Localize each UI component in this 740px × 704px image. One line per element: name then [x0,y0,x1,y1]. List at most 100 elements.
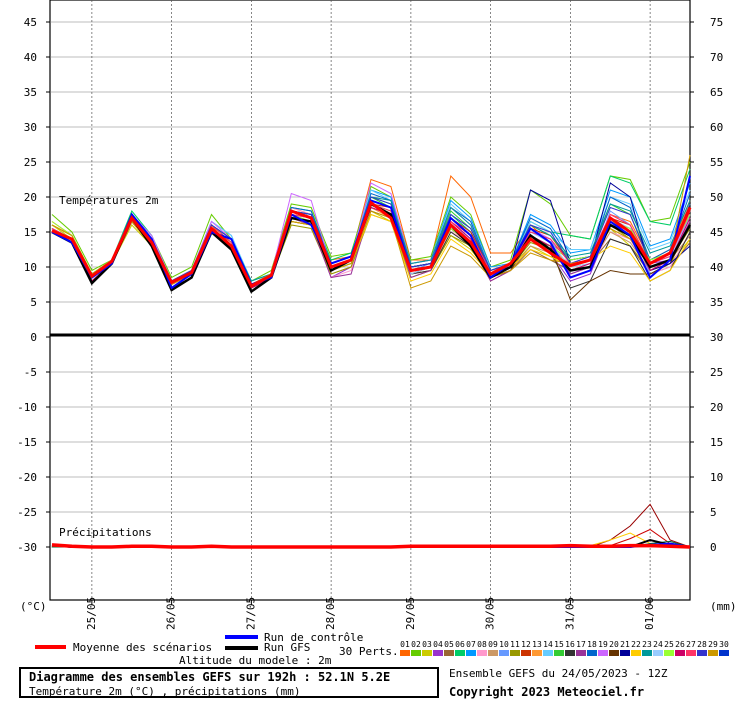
legend-pert-swatch [631,650,641,656]
legend-pert-number: 30 [719,640,729,649]
x-tick-label: 26/05 [165,597,178,630]
left-tick-label: 0 [30,331,37,344]
legend-pert-swatch [664,650,674,656]
legend-pert-swatch [510,650,520,656]
left-tick-label: 25 [24,156,37,169]
legend-pert-swatch [719,650,729,656]
title-box: Diagramme des ensembles GEFS sur 192h : … [19,667,439,698]
legend-pert-number: 27 [686,640,696,649]
legend-pert-swatch [708,650,718,656]
right-tick-label: 60 [710,121,723,134]
legend-pert-swatch [653,650,663,656]
legend-pert-swatch [499,650,509,656]
x-tick-label: 25/05 [85,597,98,630]
legend-pert-swatch [411,650,421,656]
legend-pert-number: 21 [620,640,630,649]
right-tick-label: 45 [710,226,723,239]
legend-pert-number: 16 [565,640,575,649]
left-tick-label: -20 [17,471,37,484]
legend-pert-number: 07 [466,640,476,649]
legend-pert-number: 14 [543,640,553,649]
legend-pert-number: 19 [598,640,608,649]
legend-pert-swatch [422,650,432,656]
left-unit-label: (°C) [20,600,47,613]
legend-pert-number: 08 [477,640,487,649]
legend-pert-number: 25 [664,640,674,649]
legend-pert-number: 15 [554,640,564,649]
legend-pert-swatch [609,650,619,656]
left-tick-label: 35 [24,86,37,99]
legend-pert-swatch [488,650,498,656]
legend-control-label: Run de contrôle [264,631,363,644]
legend-pert-swatch [697,650,707,656]
plot-frame [49,0,691,601]
x-tick-label: 28/05 [324,597,337,630]
legend-pert-swatch [686,650,696,656]
left-tick-label: 40 [24,51,37,64]
legend-pert-number: 04 [433,640,443,649]
right-tick-label: 50 [710,191,723,204]
legend-pert-swatch [532,650,542,656]
precipitation-panel-label: Précipitations [59,526,152,539]
left-tick-label: 20 [24,191,37,204]
temperature-mean-line [51,200,692,288]
x-tick-label: 29/05 [404,597,417,630]
right-tick-label: 40 [710,261,723,274]
legend-perts-label: 30 Perts. [339,645,399,658]
precipitation-mean-line [51,543,691,549]
legend-pert-number: 24 [653,640,663,649]
legend-pert-swatch [444,650,454,656]
right-tick-label: 35 [710,296,723,309]
legend-pert-swatch [587,650,597,656]
left-tick-label: -5 [24,366,37,379]
left-tick-label: 5 [30,296,37,309]
legend-gfs-label: Run GFS [264,641,310,654]
right-tick-label: 5 [710,506,717,519]
left-tick-label: 10 [24,261,37,274]
left-tick-label: 15 [24,226,37,239]
legend-pert-number: 23 [642,640,652,649]
left-tick-label: -25 [17,506,37,519]
right-tick-label: 15 [710,436,723,449]
right-tick-label: 0 [710,541,717,554]
legend-pert-swatch [521,650,531,656]
right-tick-label: 70 [710,51,723,64]
legend-pert-number: 12 [521,640,531,649]
right-tick-label: 30 [710,331,723,344]
legend-pert-number: 13 [532,640,542,649]
temperature-panel-label: Températures 2m [59,194,159,207]
legend-pert-number: 29 [708,640,718,649]
left-tick-label: -15 [17,436,37,449]
legend-pert-swatch [400,650,410,656]
legend-pert-number: 01 [400,640,410,649]
legend-pert-swatch [642,650,652,656]
legend-pert-number: 18 [587,640,597,649]
left-tick-label: 45 [24,16,37,29]
chart-title: Diagramme des ensembles GEFS sur 192h : … [29,670,391,684]
right-tick-label: 75 [710,16,723,29]
legend-pert-swatch [466,650,476,656]
legend-pert-swatch [565,650,575,656]
legend-pert-number: 09 [488,640,498,649]
chart-subtitle: Température 2m (°C) , précipitations (mm… [29,685,301,698]
legend-pert-number: 22 [631,640,641,649]
legend-pert-swatch [477,650,487,656]
right-tick-label: 55 [710,156,723,169]
legend-pert-number: 05 [444,640,454,649]
altitude-label: Altitude du modele : 2m [179,654,332,667]
left-tick-label: -10 [17,401,37,414]
legend-pert-number: 06 [455,640,465,649]
legend-mean-label: Moyenne des scénarios [73,641,212,654]
legend-pert-number: 20 [609,640,619,649]
legend-pert-number: 11 [510,640,520,649]
x-tick-label: 30/05 [484,597,497,630]
left-tick-label: 30 [24,121,37,134]
x-tick-label: 31/05 [563,597,576,630]
legend-pert-swatch [543,650,553,656]
legend-pert-swatch [455,650,465,656]
legend-pert-swatch [433,650,443,656]
legend-pert-number: 02 [411,640,421,649]
right-unit-label: (mm) [710,600,737,613]
